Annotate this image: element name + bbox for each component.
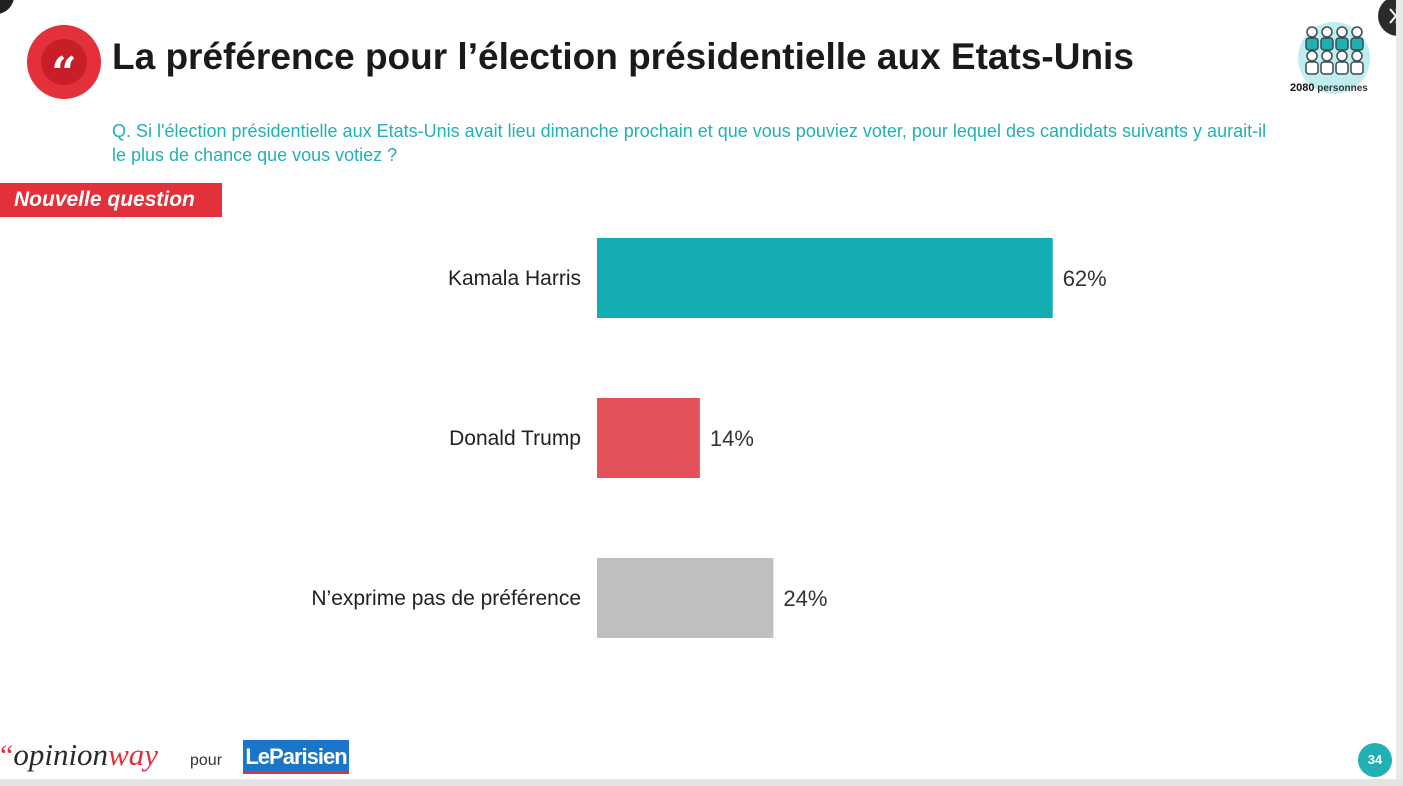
quote-glyph: “ (41, 39, 87, 85)
category-label-trump: Donald Trump (449, 427, 581, 450)
page-title: La préférence pour l’élection présidenti… (112, 36, 1134, 77)
opinionway-logo: “opinionway (0, 737, 158, 773)
footer-pour-text: pour (190, 752, 223, 769)
bar-no-preference (597, 558, 774, 638)
sample-unit: personnes (1317, 83, 1368, 94)
window-edge-right (1396, 0, 1403, 786)
quote-icon: “ (27, 25, 101, 99)
bar-trump (597, 398, 700, 478)
bar-harris (597, 238, 1053, 318)
people-group-icon (1298, 22, 1370, 94)
bar-chart: Kamala Harris 62% Donald Trump 14% N’exprime… (311, 238, 1107, 638)
value-label-trump: 14% (710, 426, 754, 451)
sample-size: 2080 personnes (1290, 82, 1368, 94)
logo-opinion: opinion (13, 737, 109, 772)
value-label-harris: 62% (1063, 266, 1107, 291)
logo-way: way (108, 737, 158, 772)
page-number: 34 (1358, 743, 1392, 777)
window-edge-bottom (0, 779, 1403, 786)
sample-count: 2080 (1290, 82, 1315, 94)
category-label-no-preference: N’exprime pas de préférence (311, 587, 581, 610)
new-question-badge: Nouvelle question (0, 183, 222, 217)
value-label-no-preference: 24% (783, 586, 827, 611)
logo-mark: “ (0, 739, 14, 772)
category-label-harris: Kamala Harris (448, 267, 581, 290)
window-corner-control[interactable] (0, 0, 14, 14)
le-parisien-logo: LeParisien (243, 740, 349, 774)
survey-question: Q. Si l'élection présidentielle aux Etat… (112, 121, 1267, 165)
